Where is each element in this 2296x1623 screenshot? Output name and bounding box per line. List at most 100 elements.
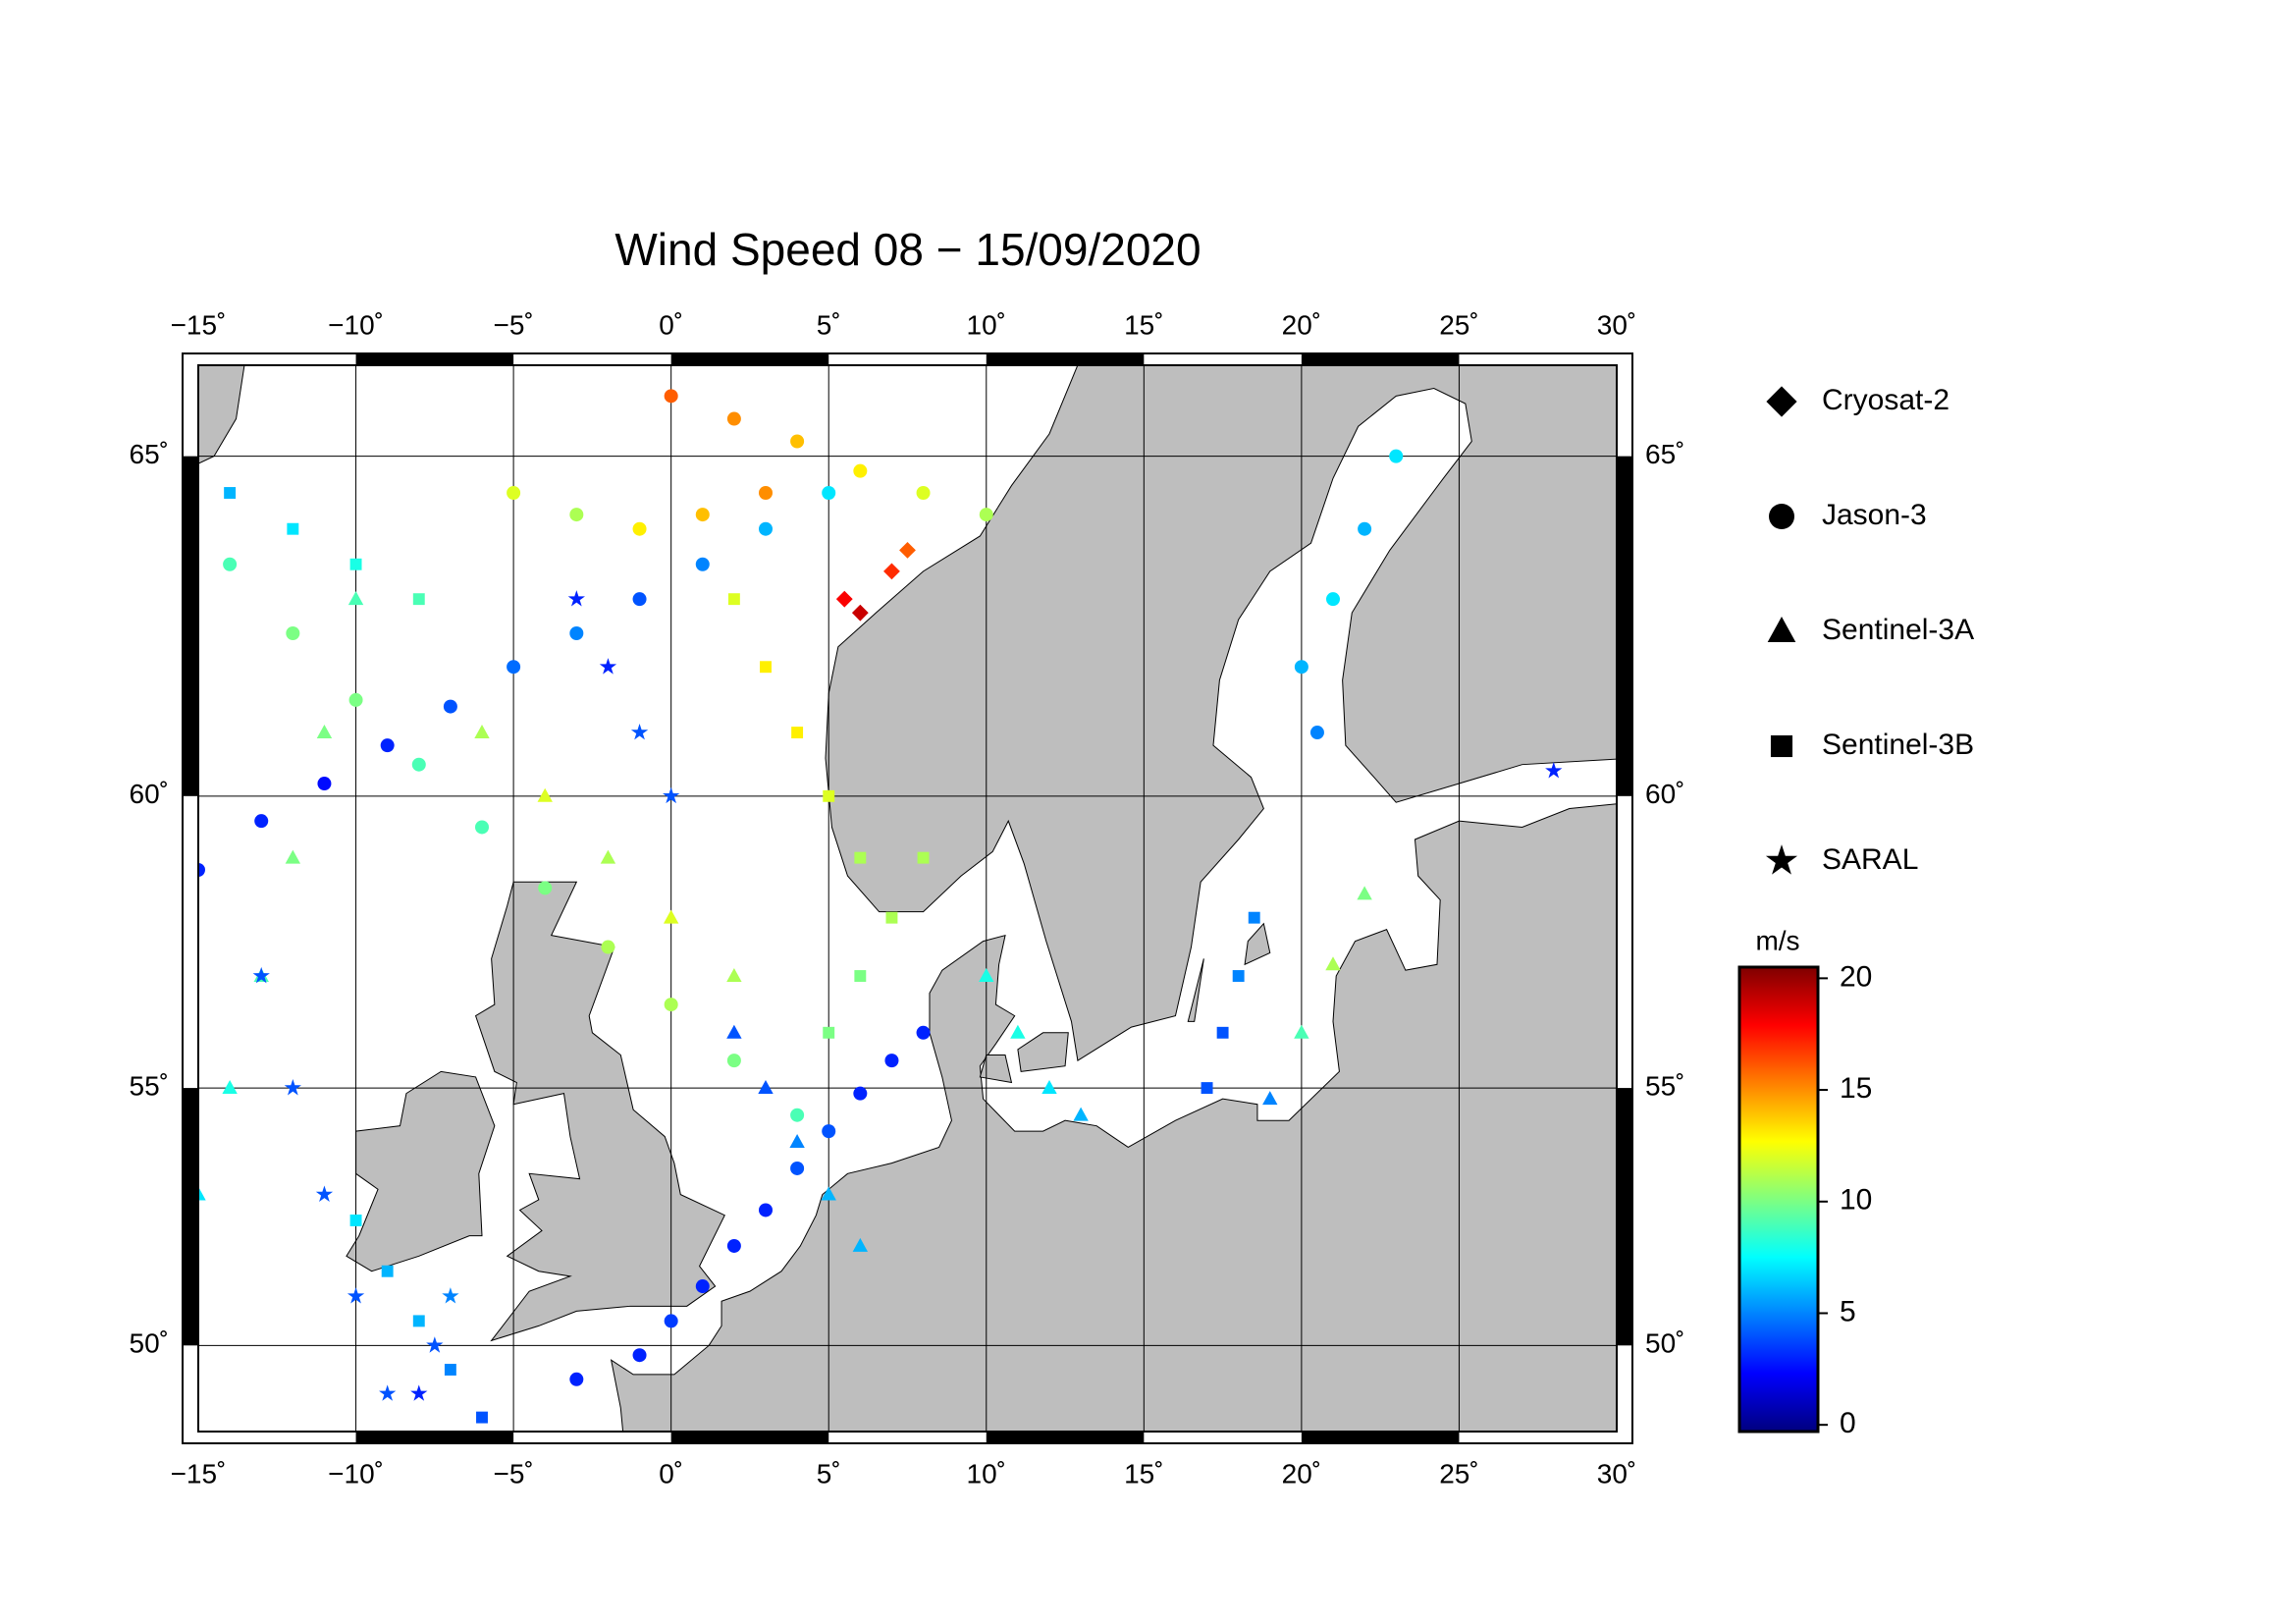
data-point <box>695 1279 710 1294</box>
data-point <box>695 557 710 571</box>
x-tick-label: 5˚ <box>817 1458 841 1488</box>
x-tick-label: 25˚ <box>1439 1458 1478 1488</box>
data-point <box>315 1185 334 1202</box>
legend-marker <box>1770 734 1793 758</box>
data-point <box>760 661 772 674</box>
data-point <box>852 1237 869 1252</box>
land <box>474 881 725 1342</box>
data-point <box>223 557 238 571</box>
data-point <box>727 593 740 606</box>
data-point <box>726 967 742 982</box>
data-point <box>632 1348 647 1363</box>
frame-band <box>1617 1088 1632 1346</box>
data-point <box>1041 1080 1057 1095</box>
data-point <box>222 1080 238 1095</box>
data-point <box>600 849 616 864</box>
data-point <box>474 725 490 739</box>
data-point <box>285 849 301 864</box>
data-point <box>695 508 710 522</box>
frame-band <box>355 1432 514 1443</box>
data-point <box>790 1108 805 1122</box>
data-point <box>759 521 773 536</box>
data-point <box>1073 1107 1089 1121</box>
data-point <box>1010 1024 1026 1039</box>
x-tick-label: 10˚ <box>967 1458 1006 1488</box>
data-point <box>349 558 362 570</box>
legend-label: Sentinel-3A <box>1822 614 1974 646</box>
data-point <box>507 660 521 675</box>
x-tick-label: 15˚ <box>1124 309 1163 340</box>
y-tick-label: 60˚ <box>130 779 169 809</box>
data-point <box>569 508 584 522</box>
frame-band <box>986 1432 1145 1443</box>
data-point <box>664 998 678 1012</box>
x-tick-label: 0˚ <box>659 309 683 340</box>
data-point <box>601 940 615 954</box>
data-point <box>759 1203 773 1217</box>
data-point <box>286 625 300 640</box>
y-tick-label: 55˚ <box>130 1070 169 1101</box>
land <box>1187 958 1204 1022</box>
x-tick-label: −15˚ <box>171 309 227 340</box>
x-tick-label: −10˚ <box>328 1458 384 1488</box>
data-point <box>381 1265 394 1277</box>
data-point <box>380 738 395 753</box>
land <box>979 1054 1013 1084</box>
data-point <box>822 1124 836 1139</box>
legend-label: Cryosat-2 <box>1822 384 1949 416</box>
data-point <box>569 1372 584 1386</box>
data-point <box>630 723 649 740</box>
data-point <box>835 590 853 608</box>
colorbar-label: m/s <box>1755 925 1799 955</box>
data-point <box>317 777 332 791</box>
data-point <box>726 1024 742 1039</box>
y-tick-label: 55˚ <box>1645 1070 1684 1101</box>
x-tick-label: 20˚ <box>1282 1458 1321 1488</box>
data-point <box>567 590 585 607</box>
x-tick-label: 15˚ <box>1124 1458 1163 1488</box>
legend-label: Sentinel-3B <box>1822 729 1974 761</box>
data-point <box>507 486 521 501</box>
data-point <box>632 592 647 607</box>
data-point <box>664 1314 678 1328</box>
data-point <box>1358 521 1372 536</box>
data-point <box>884 1054 899 1068</box>
data-point <box>410 1384 428 1401</box>
data-point <box>426 1336 444 1353</box>
colorbar-tick-label: 15 <box>1840 1072 1872 1105</box>
data-point <box>347 591 364 606</box>
data-point <box>822 486 836 501</box>
data-point <box>224 487 237 499</box>
data-point <box>1357 886 1372 900</box>
x-tick-label: −10˚ <box>328 309 384 340</box>
data-point <box>916 1025 931 1040</box>
land <box>1244 922 1271 966</box>
data-point <box>476 1411 488 1424</box>
y-tick-label: 65˚ <box>1645 439 1684 469</box>
data-point <box>412 1315 425 1327</box>
data-point <box>412 593 425 606</box>
data-point <box>632 521 647 536</box>
x-tick-label: −5˚ <box>493 1458 533 1488</box>
data-point <box>726 1054 741 1068</box>
legend-marker <box>1765 844 1798 875</box>
frame-band <box>1301 1432 1460 1443</box>
data-point <box>663 909 679 924</box>
legend-marker <box>1767 617 1796 643</box>
frame-band <box>1617 456 1632 796</box>
data-point <box>791 727 804 739</box>
data-point <box>885 911 898 924</box>
colorbar-tick-label: 10 <box>1840 1184 1872 1217</box>
map-overlay: Cryosat-2 Jason-3 Sentinel-3A Sentinel-3B SA… <box>130 309 1975 1488</box>
data-point <box>917 851 930 864</box>
colorbar-tick-label: 20 <box>1840 960 1872 993</box>
data-point <box>1389 449 1404 463</box>
data-point <box>821 1186 836 1201</box>
x-tick-label: 5˚ <box>817 309 841 340</box>
data-point <box>1262 1091 1278 1106</box>
colorbar-tick-label: 0 <box>1840 1407 1856 1439</box>
data-point <box>726 411 741 426</box>
data-point <box>979 967 994 982</box>
data-point <box>411 757 426 772</box>
